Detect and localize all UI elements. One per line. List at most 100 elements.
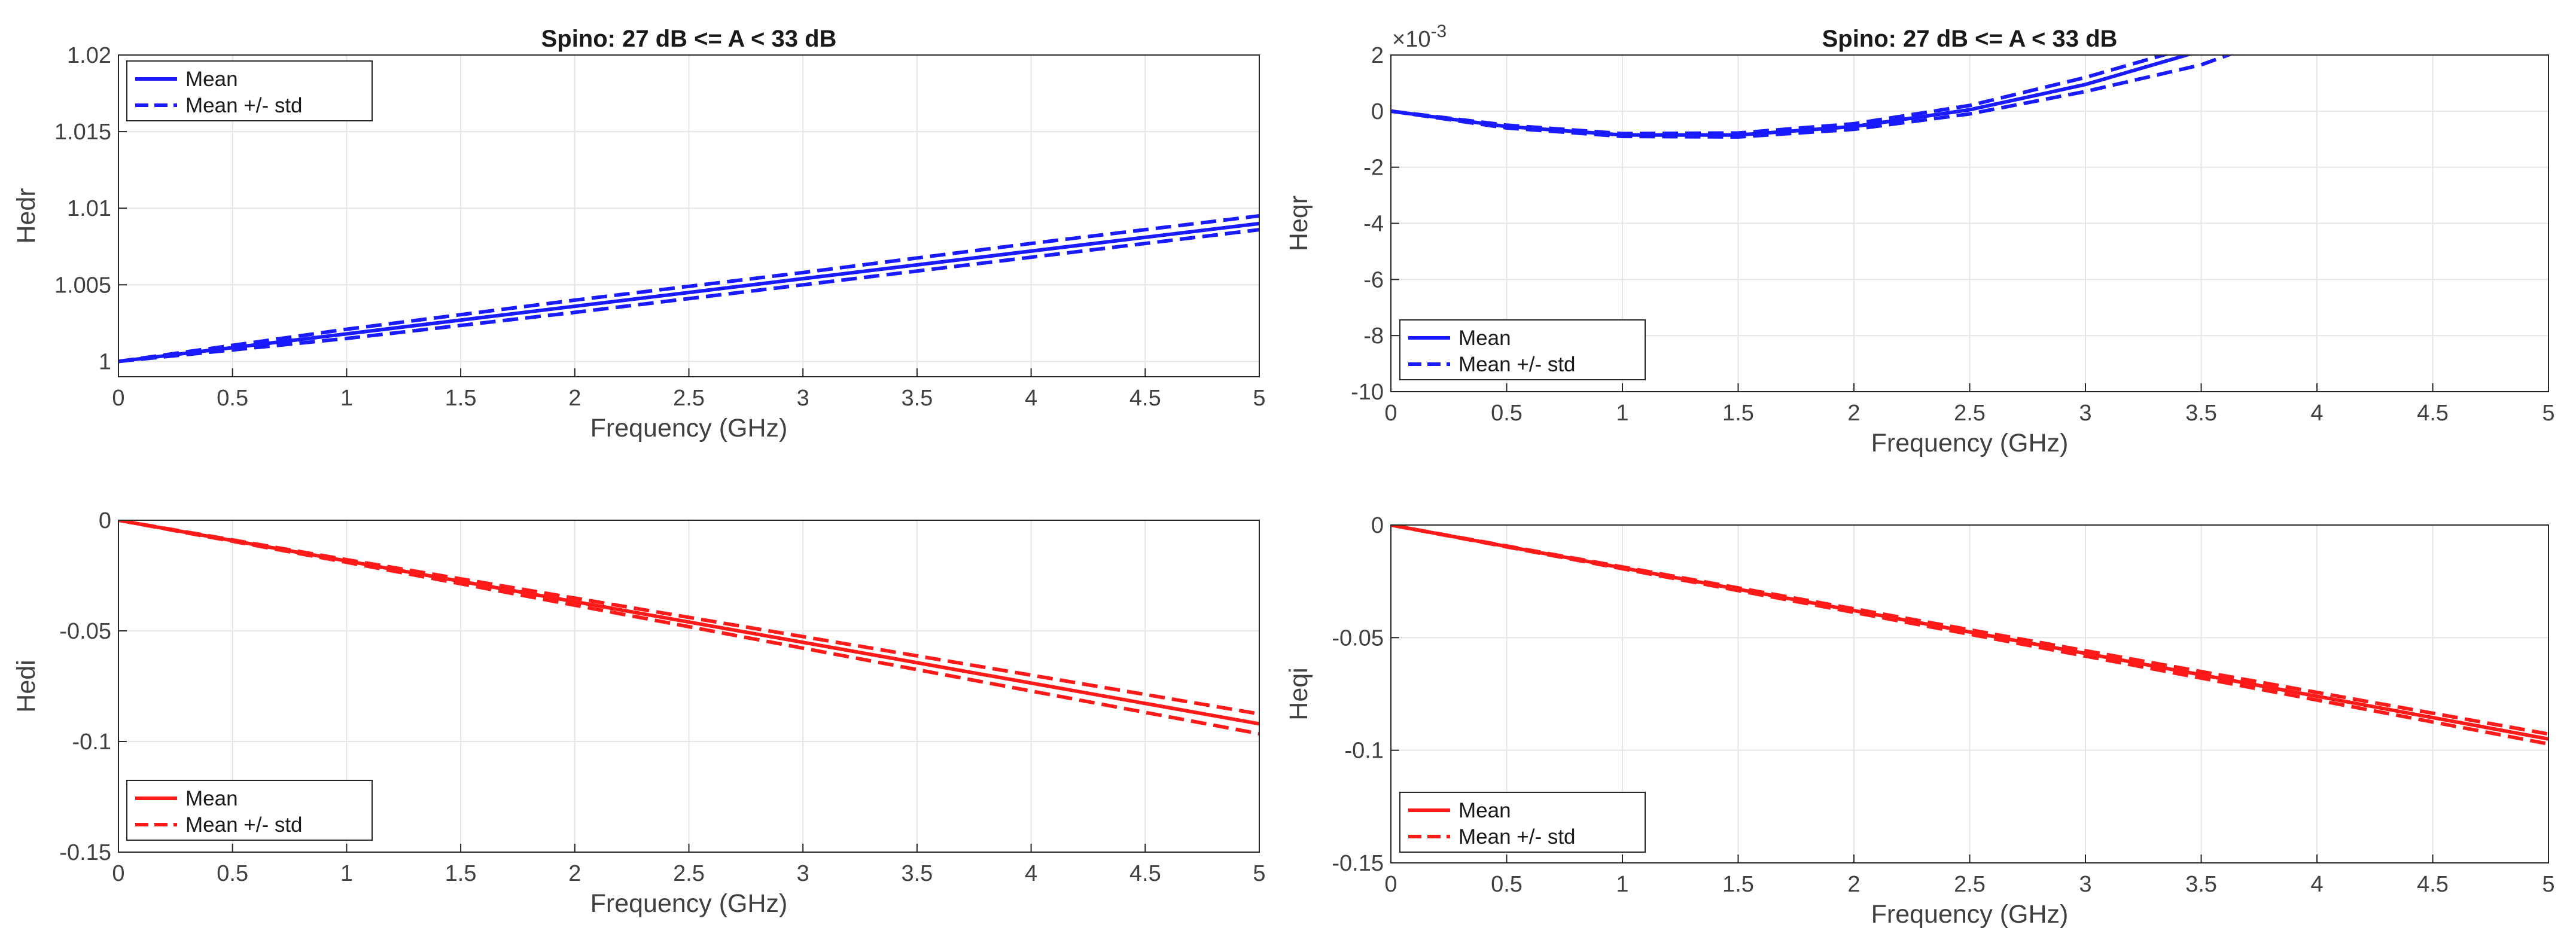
x-tick-label: 5 (2542, 401, 2554, 426)
x-tick-label: 3.5 (901, 861, 933, 886)
x-tick-label: 2 (1847, 401, 1860, 426)
x-tick-label: 4 (2310, 872, 2323, 897)
series-line-std-1 (118, 520, 1259, 716)
y-tick-label: -0.15 (1332, 851, 1384, 876)
y-tick-label: 1.02 (67, 43, 111, 68)
x-tick-label: 0 (112, 861, 124, 886)
x-tick-label: 1.5 (445, 386, 477, 411)
y-tick-label: -10 (1351, 380, 1384, 405)
legend-entry: Mean (185, 68, 238, 91)
x-tick-label: 3.5 (2185, 872, 2217, 897)
y-exponent-label: ×10-3 (1392, 22, 1447, 52)
x-tick-label: 2.5 (1954, 872, 1986, 897)
series-line-std-2 (1391, 525, 2548, 746)
x-tick-label: 1 (1616, 872, 1628, 897)
x-tick-label: 3 (2079, 872, 2091, 897)
series-group (118, 520, 1259, 736)
x-tick-label: 5 (1253, 386, 1265, 411)
legend: Mean Mean +/- std (1399, 319, 1646, 380)
x-tick-label: 1 (340, 861, 353, 886)
x-tick-label: 0.5 (1491, 872, 1523, 897)
axes-box (118, 520, 1260, 853)
x-tick-label: 4 (1025, 386, 1037, 411)
chart-panel-1: 0 0.5 1 1.5 2 2.5 3 3.5 4 4.5 5 1 1.005 1.01 1.015 1.02… (12, 26, 1266, 443)
x-tick-label: 1 (340, 386, 353, 411)
y-tick-label: -0.1 (1345, 739, 1384, 764)
chart-panel-2: 0 0.5 1 1.5 2 2.5 3 3.5 4 4.5 5 2 0 -2 -4 -6 -8 -10 Spino:… (1284, 22, 2555, 457)
x-tick-label: 0 (1384, 872, 1397, 897)
y-tick-label: 1.01 (67, 196, 111, 221)
x-tick-label: 4.5 (2417, 401, 2449, 426)
x-tick-label: 1 (1616, 401, 1628, 426)
x-axis-label: Frequency (GHz) (590, 889, 788, 918)
y-tick-label: -8 (1363, 324, 1384, 349)
y-axis-label: Heqi (1284, 667, 1313, 720)
y-axis-label: Hedi (12, 660, 41, 712)
x-tick-label: 4.5 (2417, 872, 2449, 897)
x-tick-label: 2 (568, 861, 581, 886)
chart-title: Spino: 27 dB <= A < 33 dB (1822, 26, 2118, 52)
series-line-std-2 (1391, 55, 2234, 139)
y-tick-label: -0.1 (72, 730, 111, 755)
x-tick-label: 3.5 (901, 386, 933, 411)
legend-entry: Mean (1458, 799, 1511, 822)
x-tick-label: 2 (1847, 872, 1860, 897)
x-tick-label: 3 (797, 861, 809, 886)
y-tick-label: -4 (1363, 212, 1384, 237)
legend-entry: Mean +/- std (1458, 353, 1576, 376)
x-tick-label: 2.5 (673, 861, 705, 886)
y-tick-label: 0 (99, 508, 111, 533)
x-tick-label: 0.5 (217, 861, 248, 886)
series-line-std-2 (118, 228, 1259, 364)
x-axis-label: Frequency (GHz) (1871, 900, 2069, 929)
x-tick-label: 0 (1384, 401, 1397, 426)
x-tick-label: 4 (2310, 401, 2323, 426)
y-exponent-base: ×10 (1392, 27, 1430, 52)
legend-entry: Mean +/- std (185, 813, 303, 837)
y-tick-label: -2 (1363, 155, 1384, 181)
x-tick-label: 5 (1253, 861, 1265, 886)
y-tick-label: -0.05 (59, 619, 111, 644)
legend-entry: Mean +/- std (185, 94, 303, 117)
series-line-std-1 (1391, 55, 2170, 136)
y-tick-label: 1.015 (54, 120, 111, 145)
series-group (1391, 525, 2548, 746)
legend: Mean Mean +/- std (126, 60, 373, 121)
x-tick-label: 4.5 (1129, 386, 1161, 411)
y-tick-label: -0.15 (59, 840, 111, 865)
axes-box (1390, 524, 2549, 863)
chart-title: Spino: 27 dB <= A < 33 dB (541, 26, 837, 52)
y-tick-label: 1.005 (54, 273, 111, 298)
legend: Mean Mean +/- std (126, 780, 373, 841)
x-axis-label: Frequency (GHz) (1871, 429, 2069, 457)
series-group (118, 214, 1259, 364)
legend-box (126, 60, 373, 121)
x-tick-label: 4 (1025, 861, 1037, 886)
chart-panel-4: 0 0.5 1 1.5 2 2.5 3 3.5 4 4.5 5 0 -0.05 -0.1 -0.15 Freq… (1284, 513, 2555, 929)
x-tick-label: 4.5 (1129, 861, 1161, 886)
legend-entry: Mean (1458, 326, 1511, 350)
x-tick-label: 1.5 (1722, 872, 1754, 897)
y-tick-label: -6 (1363, 267, 1384, 292)
legend-box (1399, 319, 1646, 380)
y-tick-label: -0.05 (1332, 625, 1384, 651)
series-line-std-1 (118, 214, 1259, 364)
x-tick-label: 3 (2079, 401, 2091, 426)
x-tick-label: 3.5 (2185, 401, 2217, 426)
y-tick-label: 1 (99, 349, 111, 374)
axes-box (1390, 54, 2549, 392)
x-tick-label: 0.5 (217, 386, 248, 411)
x-tick-label: 1.5 (445, 861, 477, 886)
x-tick-label: 2 (568, 386, 581, 411)
y-axis-label: Hedr (12, 188, 41, 243)
y-tick-label: 0 (1371, 99, 1384, 124)
series-line-mean (1391, 55, 2194, 137)
x-tick-label: 0.5 (1491, 401, 1523, 426)
y-axis-label: Heqr (1284, 196, 1313, 251)
series-line-std-2 (118, 520, 1259, 736)
y-exponent-power: -3 (1430, 22, 1447, 41)
x-tick-label: 2.5 (673, 386, 705, 411)
x-axis-label: Frequency (GHz) (590, 414, 788, 443)
x-tick-label: 0 (112, 386, 124, 411)
